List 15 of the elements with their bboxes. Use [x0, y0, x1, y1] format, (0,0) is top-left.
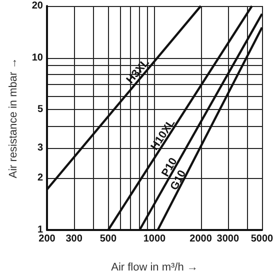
x-tick-label: 300	[66, 234, 83, 244]
y-tick-label: 10	[32, 52, 44, 64]
x-tick-label: 3000	[216, 234, 240, 244]
y-axis-title: Air resistance in mbar →	[8, 58, 20, 178]
y-tick-label: 3	[37, 142, 44, 154]
y-tick-label: 5	[37, 104, 44, 116]
x-tick-label: 500	[100, 234, 117, 244]
y-tick-label: 1	[37, 224, 44, 236]
x-tick-label: 1000	[143, 234, 166, 244]
x-tick-label: 2000	[190, 234, 212, 244]
y-tick-label: 2	[37, 172, 44, 184]
x-axis-title: Air flow in m³/h →	[111, 262, 198, 274]
x-tick-label: 200	[38, 234, 56, 244]
y-tick-label: 20	[32, 0, 44, 12]
x-tick-label: 5000	[250, 234, 274, 244]
